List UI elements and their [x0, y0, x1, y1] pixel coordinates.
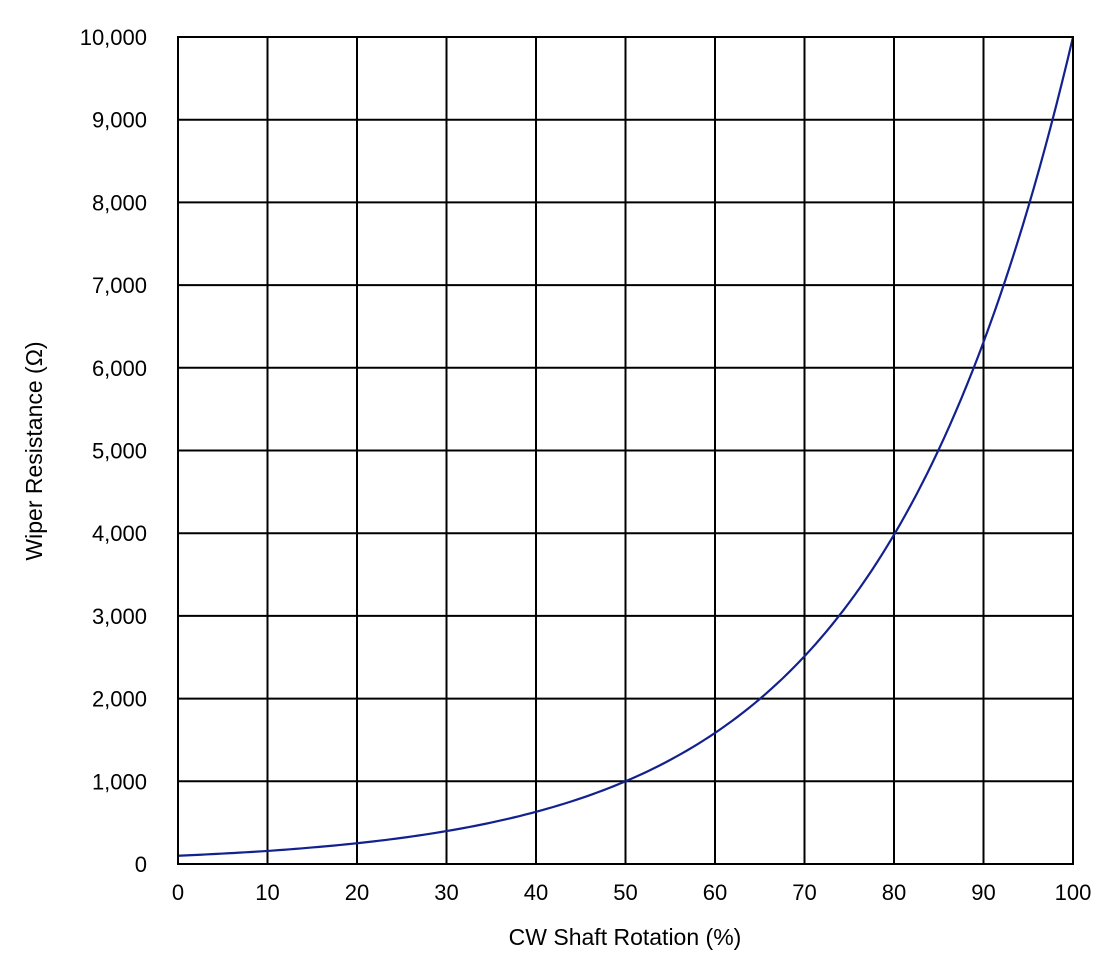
y-tick-label: 10,000 [80, 25, 147, 50]
y-tick-label: 3,000 [92, 604, 147, 629]
y-tick-label: 1,000 [92, 769, 147, 794]
y-tick-label: 7,000 [92, 273, 147, 298]
y-tick-label: 0 [135, 852, 147, 877]
x-tick-label: 60 [703, 880, 727, 905]
x-tick-label: 70 [792, 880, 816, 905]
x-tick-label: 30 [434, 880, 458, 905]
series-line-0 [177, 36, 1075, 857]
x-tick-label: 40 [524, 880, 548, 905]
y-tick-label: 2,000 [92, 687, 147, 712]
y-tick-label: 8,000 [92, 190, 147, 215]
x-tick-label: 100 [1055, 880, 1092, 905]
y-axis-title: Wiper Resistance (Ω) [21, 341, 47, 560]
x-axis-title: CW Shaft Rotation (%) [509, 924, 742, 950]
y-tick-label: 9,000 [92, 108, 147, 133]
x-tick-label: 50 [613, 880, 637, 905]
y-tick-label: 5,000 [92, 439, 147, 464]
plot-frame [177, 36, 1074, 865]
y-tick-label: 6,000 [92, 356, 147, 381]
plot-border [177, 36, 1074, 865]
x-axis-ticks: 0 10 20 30 40 50 60 70 80 90 100 [172, 880, 1091, 905]
series-layer [177, 36, 1075, 857]
x-tick-label: 20 [345, 880, 369, 905]
y-axis-ticks: 0 1,000 2,000 3,000 4,000 5,000 6,000 7,000 8,00… [80, 25, 147, 877]
x-tick-label: 80 [882, 880, 906, 905]
x-tick-label: 0 [172, 880, 184, 905]
x-tick-label: 90 [971, 880, 995, 905]
x-tick-label: 10 [255, 880, 279, 905]
y-tick-label: 4,000 [92, 521, 147, 546]
